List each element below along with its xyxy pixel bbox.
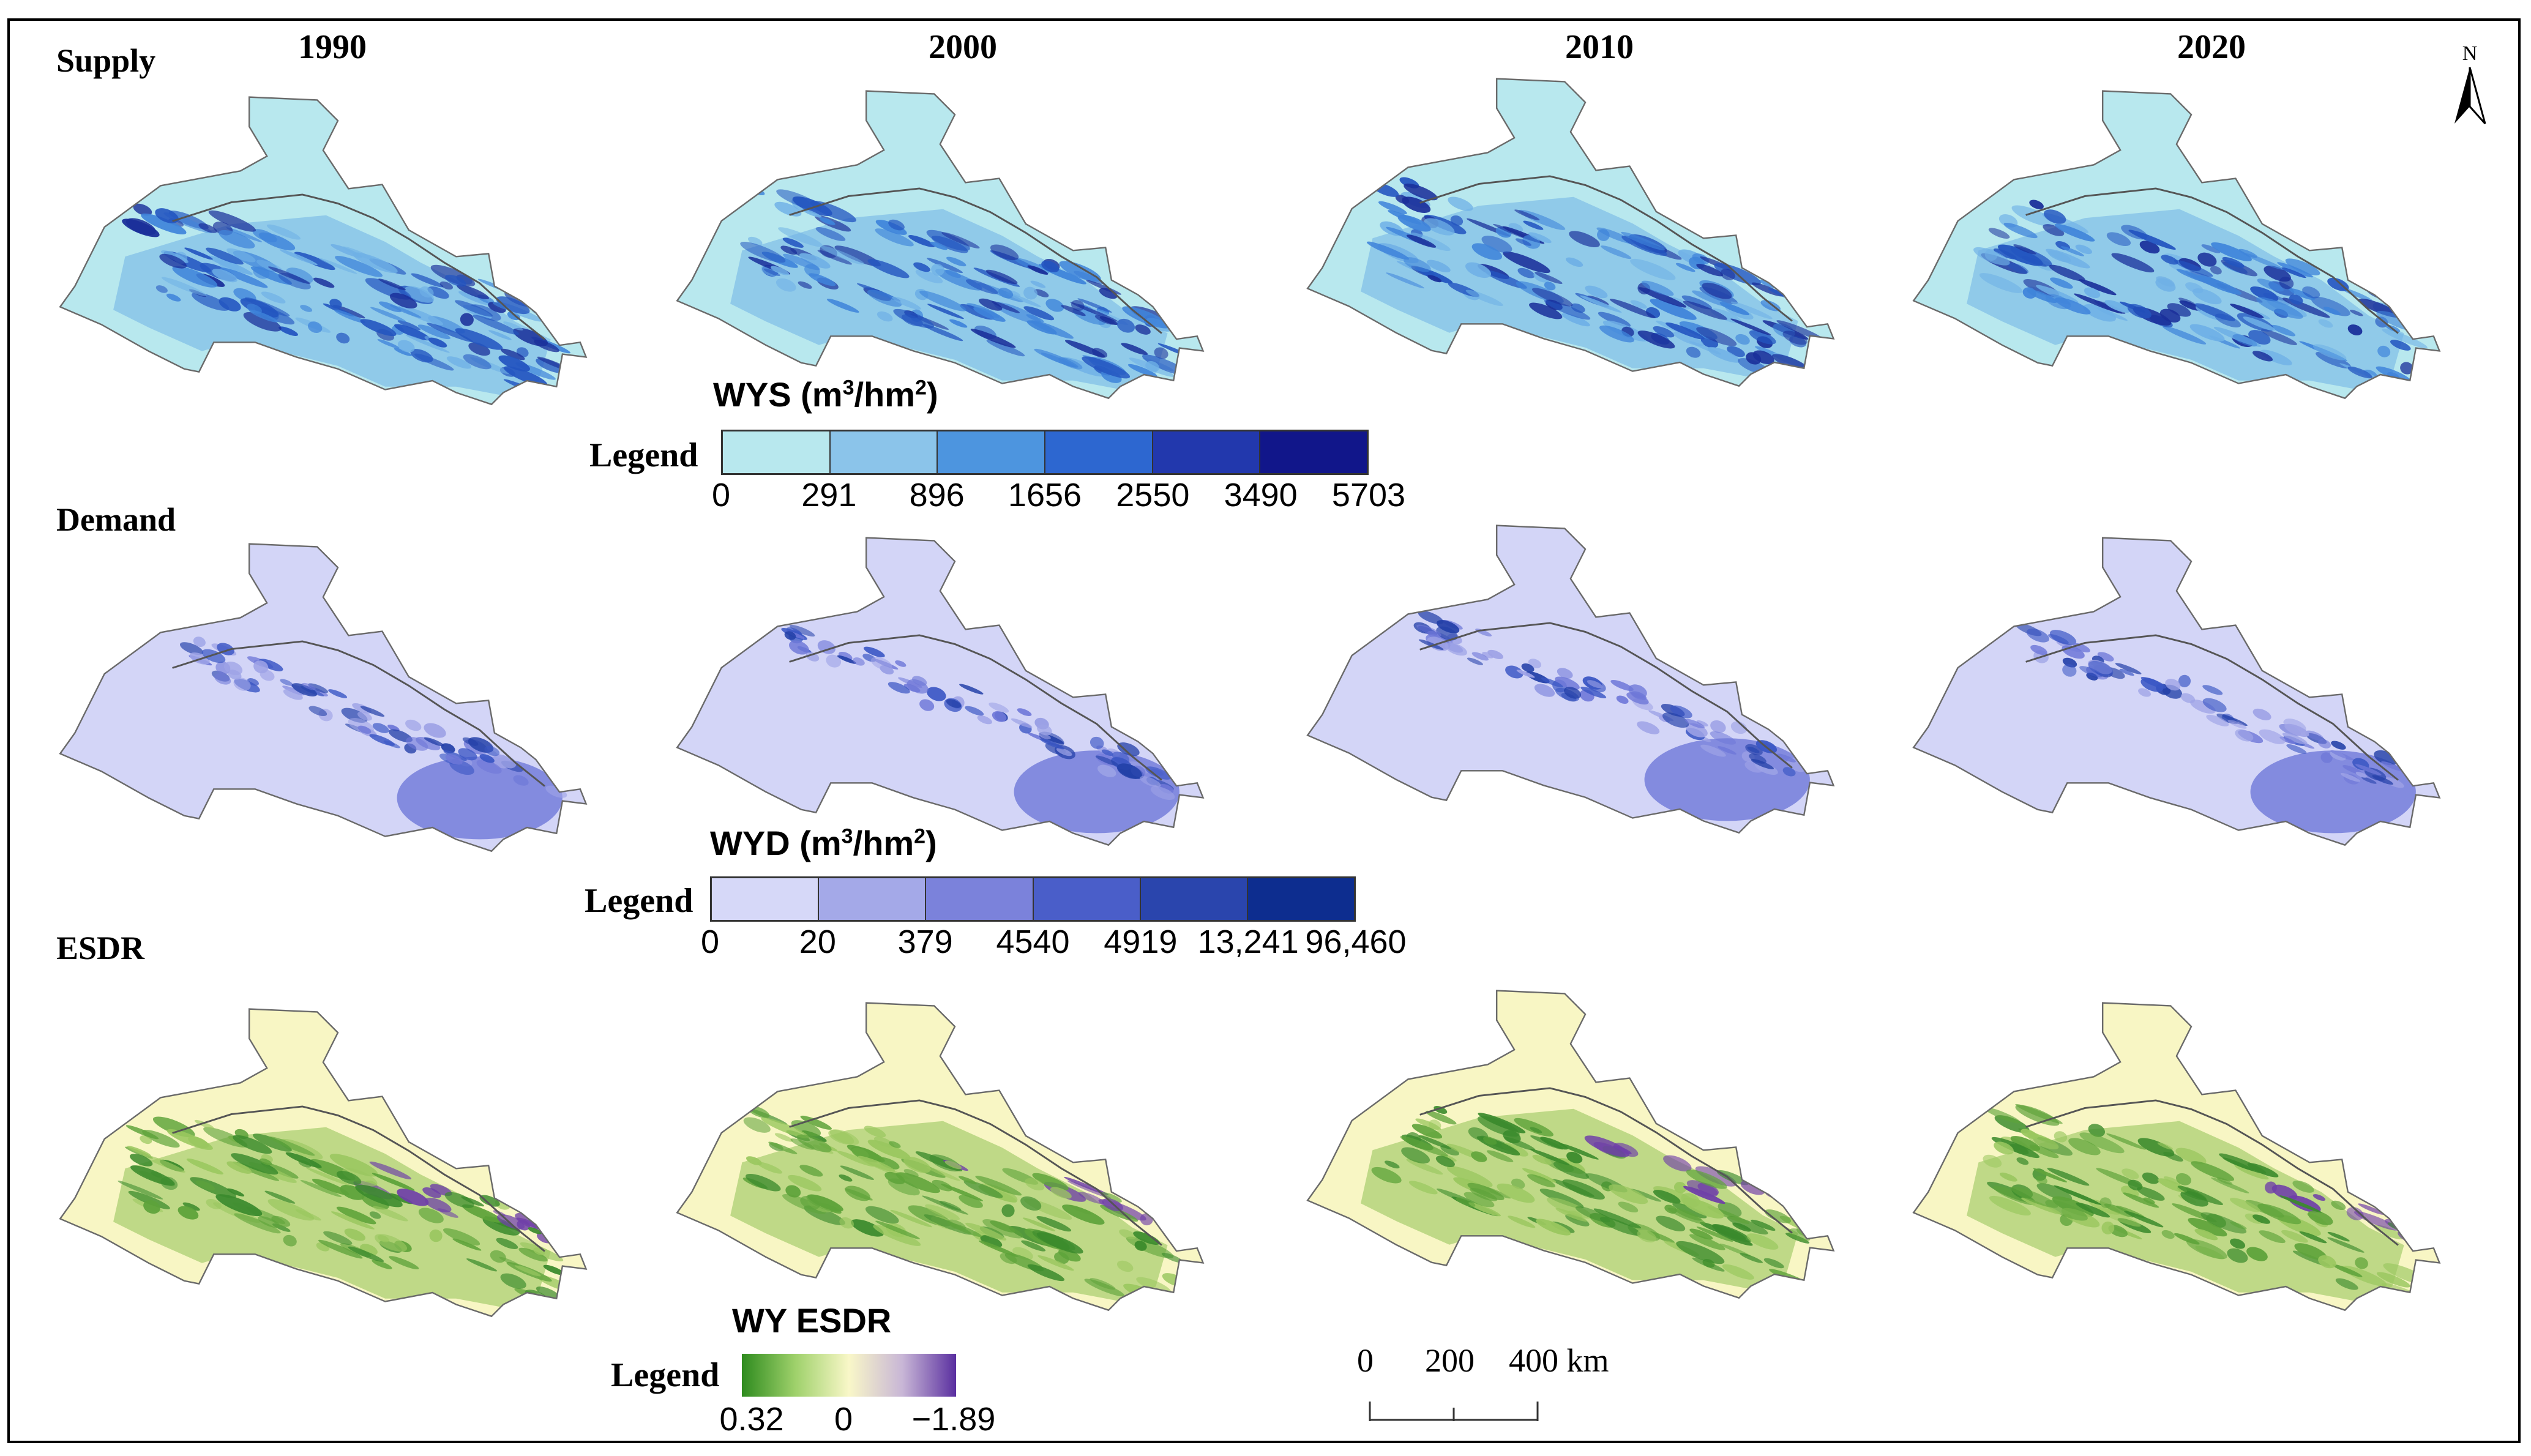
legend-swatch [1033, 878, 1141, 920]
esdr-tick-label: −1.89 [911, 1401, 996, 1438]
legend-swatch [819, 878, 927, 920]
map-patches [113, 1116, 580, 1308]
map-patches [730, 1105, 1187, 1306]
map-outline [1306, 990, 1835, 1299]
map-supply-2000 [676, 90, 1205, 400]
map-supply-1990 [59, 96, 588, 406]
map-supply-2010 [1306, 78, 1835, 387]
map-supply-2020 [1912, 90, 2441, 400]
year-header-2010: 2010 [1565, 28, 1634, 66]
map-demand-2010 [1306, 525, 1835, 834]
esdr-legend-word: Legend [611, 1356, 720, 1394]
legend-swatch [926, 878, 1034, 920]
esdr-legend-title: WY ESDR [732, 1301, 892, 1340]
map-outline [1912, 537, 2441, 846]
legend-tick-label: 0 [700, 924, 720, 960]
map-outline [1912, 1002, 2441, 1312]
province-boundary [2025, 187, 2399, 334]
scale-tick-200: 200 [1425, 1342, 1475, 1379]
scale-tick-0: 0 [1357, 1342, 1374, 1379]
map-esdr-2020 [1912, 1002, 2441, 1312]
map-patches [179, 637, 567, 840]
map-patches [113, 203, 574, 399]
wys-legend-word: Legend [589, 436, 698, 474]
map-outline [59, 1008, 588, 1318]
map-outline [59, 96, 588, 406]
province-boundary [789, 1099, 1162, 1246]
map-esdr-2000 [676, 1002, 1205, 1312]
esdr-tick-label: 0.32 [719, 1401, 784, 1438]
legend-tick-label: 4540 [996, 924, 1070, 960]
scale-tick-400: 400 km [1509, 1342, 1609, 1379]
map-outline [1912, 90, 2441, 400]
legend-swatch [1247, 878, 1355, 920]
legend-tick-label: 379 [897, 924, 953, 960]
wyd-legend-title: WYD (m3/hm2) [710, 824, 937, 862]
legend-swatch [1153, 431, 1261, 473]
province-boundary [172, 1105, 545, 1252]
legend-swatch [712, 878, 820, 920]
row-label-supply: Supply [56, 42, 156, 79]
map-outline [1306, 525, 1835, 834]
legend-tick-label: 3490 [1224, 477, 1298, 513]
legend-tick-label: 2550 [1116, 477, 1190, 513]
legend-tick-label: 5703 [1331, 477, 1406, 513]
north-arrow-icon: N [2454, 42, 2486, 124]
legend-swatch [1045, 431, 1153, 473]
wyd-legend-word: Legend [585, 882, 694, 920]
province-boundary [172, 193, 545, 340]
province-boundary [2025, 1099, 2399, 1246]
legend-tick-label: 291 [801, 477, 857, 513]
esdr-tick-label: 0 [834, 1401, 853, 1438]
legend-tick-label: 4919 [1104, 924, 1178, 960]
legend-swatch [938, 431, 1046, 473]
legend-tick-label: 20 [799, 924, 836, 960]
legend-swatch [1260, 431, 1367, 473]
row-label-demand: Demand [56, 501, 176, 538]
legend-swatch [830, 431, 938, 473]
legend-tick-label: 0 [711, 477, 731, 513]
map-esdr-1990 [59, 1008, 588, 1318]
year-header-2020: 2020 [2177, 28, 2246, 66]
province-boundary [2025, 634, 2399, 781]
wys-legend-title: WYS (m3/hm2) [713, 375, 938, 414]
wys-color-ramp [721, 430, 1369, 475]
province-boundary [172, 640, 545, 787]
svg-text:N: N [2462, 42, 2478, 65]
map-outline [1306, 78, 1835, 387]
map-patches [2015, 623, 2416, 834]
province-boundary [1419, 1087, 1793, 1234]
map-outline [676, 90, 1205, 400]
year-header-1990: 1990 [298, 28, 367, 66]
map-patches [1361, 177, 1825, 378]
row-label-esdr: ESDR [56, 930, 145, 966]
province-boundary [1419, 622, 1793, 769]
map-patches [781, 624, 1180, 834]
map-demand-1990 [59, 543, 588, 853]
legend-tick-label: 96,460 [1305, 924, 1407, 960]
legend-tick-label: 896 [909, 477, 965, 513]
map-demand-2000 [676, 537, 1205, 846]
legend-swatch [723, 431, 831, 473]
year-header-2000: 2000 [929, 28, 997, 66]
legend-swatch [1140, 878, 1248, 920]
province-boundary [1419, 175, 1793, 322]
map-outline [59, 543, 588, 853]
province-boundary [789, 634, 1162, 781]
wyd-color-ramp [710, 876, 1356, 922]
scale-bar [1369, 1402, 1539, 1421]
legend-tick-label: 1656 [1008, 477, 1082, 513]
legend-tick-label: 13,241 [1197, 924, 1299, 960]
map-outline [676, 1002, 1205, 1312]
province-boundary [789, 187, 1162, 334]
map-outline [676, 537, 1205, 846]
esdr-gradient-ramp [742, 1354, 956, 1397]
map-demand-2020 [1912, 537, 2441, 846]
map-esdr-2010 [1306, 990, 1835, 1299]
